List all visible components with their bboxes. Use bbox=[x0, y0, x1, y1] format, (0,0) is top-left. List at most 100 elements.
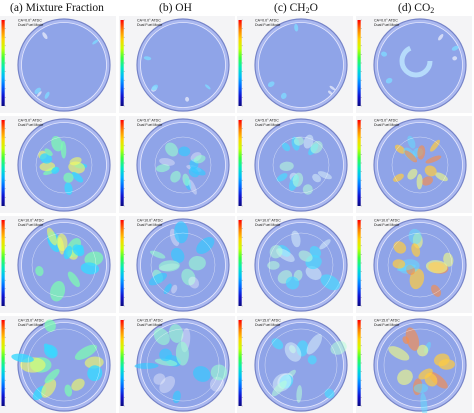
contour-blob bbox=[209, 376, 225, 392]
crank-angle-label: CA=5.0° ATDC bbox=[18, 119, 42, 123]
mode-label: Dual Fuel Mode bbox=[374, 123, 399, 127]
contour-blob bbox=[159, 376, 176, 394]
contour-blob bbox=[420, 392, 428, 413]
panel-oh-row-2: CA=5.0° ATDC Dual Fuel Mode bbox=[119, 116, 235, 213]
contour-blob bbox=[416, 344, 429, 357]
contour-blob bbox=[302, 184, 313, 195]
contour-blob bbox=[279, 161, 294, 172]
colorbar bbox=[120, 320, 124, 406]
panel-mixture-fraction-row-1: CA=0.0° ATDC Dual Fuel Mode bbox=[0, 16, 116, 113]
panel-co2-row-3: CA=10.0° ATDC Dual Fuel Mode bbox=[356, 216, 472, 313]
piston-bowl bbox=[21, 222, 107, 308]
contour-blob bbox=[50, 280, 66, 302]
header-ch2o: (c) CH2O bbox=[274, 2, 318, 15]
contour-field bbox=[148, 221, 216, 298]
colorbar bbox=[1, 320, 5, 406]
contour-field bbox=[35, 135, 93, 195]
contour-field bbox=[383, 327, 457, 413]
contour-blob bbox=[210, 364, 228, 381]
iso-line bbox=[272, 136, 330, 194]
contour-blob bbox=[143, 56, 152, 61]
contour-blob bbox=[51, 135, 63, 152]
contour-blob bbox=[159, 348, 172, 362]
contour-blob bbox=[305, 265, 322, 281]
contour-field bbox=[11, 319, 104, 402]
contour-field bbox=[387, 228, 454, 298]
crank-angle-label: CA=15.0° ATDC bbox=[374, 319, 400, 323]
mode-label: Dual Fuel Mode bbox=[18, 323, 43, 327]
contour-blob bbox=[425, 260, 448, 274]
panel-mixture-fraction-row-4: CA=15.0° ATDC Dual Fuel Mode bbox=[0, 316, 116, 413]
piston-bowl bbox=[21, 22, 107, 108]
contour-field bbox=[34, 32, 99, 99]
contour-blob bbox=[72, 244, 85, 257]
crank-angle-label: CA=0.0° ATDC bbox=[18, 19, 42, 23]
contour-blob bbox=[64, 384, 73, 397]
iso-line bbox=[27, 328, 101, 402]
crank-angle-label: CA=15.0° ATDC bbox=[137, 319, 163, 323]
contour-blob bbox=[269, 245, 283, 259]
crank-angle-label: CA=10.0° ATDC bbox=[255, 219, 281, 223]
contour-blob bbox=[163, 283, 172, 295]
crank-angle-label: CA=5.0° ATDC bbox=[137, 119, 161, 123]
contour-blob bbox=[404, 150, 418, 163]
panel-oh-row-1: CA=0.0° ATDC Dual Fuel Mode bbox=[119, 16, 235, 113]
contour-blob bbox=[413, 383, 429, 394]
contour-blob bbox=[153, 373, 166, 385]
iso-line bbox=[154, 136, 212, 194]
contour-blob bbox=[170, 170, 181, 183]
contour-blob bbox=[388, 346, 410, 361]
contour-blob bbox=[39, 153, 53, 164]
crank-angle-label: CA=15.0° ATDC bbox=[255, 319, 281, 323]
piston-bowl bbox=[377, 122, 463, 208]
contour-blob bbox=[154, 358, 178, 367]
mode-label: Dual Fuel Mode bbox=[255, 23, 280, 27]
contour-blob bbox=[431, 284, 441, 297]
iso-line bbox=[146, 328, 220, 402]
contour-blob bbox=[39, 161, 56, 172]
contour-field bbox=[134, 324, 228, 404]
contour-blob bbox=[188, 276, 200, 289]
contour-grid: CA=0.0° ATDC Dual Fuel Mode CA=0.0° ATDC Du… bbox=[0, 16, 474, 413]
contour-blob bbox=[64, 182, 73, 195]
contour-blob bbox=[319, 239, 331, 250]
contour-blob bbox=[74, 344, 98, 360]
panel-oh-row-4: CA=15.0° ATDC Dual Fuel Mode bbox=[119, 316, 235, 413]
panel-co2-row-1: CA=0.0° ATDC Dual Fuel Mode bbox=[356, 16, 472, 113]
colorbar bbox=[120, 20, 124, 106]
contour-field bbox=[267, 230, 340, 298]
iso-line bbox=[383, 328, 457, 402]
contour-blob bbox=[276, 173, 288, 182]
piston-bowl bbox=[140, 22, 226, 108]
contour-blob bbox=[267, 81, 275, 88]
contour-blob bbox=[280, 92, 287, 99]
colorbar bbox=[238, 220, 242, 306]
contour-blob bbox=[57, 236, 65, 255]
panel-ch2o-row-3: CA=10.0° ATDC Dual Fuel Mode bbox=[237, 216, 353, 313]
iso-line bbox=[31, 232, 97, 298]
contour-blob bbox=[44, 91, 50, 99]
panel-oh-row-3: CA=10.0° ATDC Dual Fuel Mode bbox=[119, 216, 235, 313]
iso-line bbox=[387, 232, 453, 298]
colorbar bbox=[238, 20, 242, 106]
contour-blob bbox=[430, 139, 440, 152]
contour-blob bbox=[309, 246, 322, 258]
iso-line bbox=[391, 136, 449, 194]
piston-bowl bbox=[140, 122, 226, 208]
contour-blob bbox=[267, 260, 280, 270]
contour-blob bbox=[317, 171, 332, 180]
contour-blob bbox=[153, 327, 170, 346]
contour-blob bbox=[284, 342, 302, 362]
crank-angle-label: CA=0.0° ATDC bbox=[255, 19, 279, 23]
header-mixture-fraction: (a) Mixture Fraction bbox=[10, 2, 104, 14]
contour-blob bbox=[171, 247, 185, 263]
panel-ch2o-row-2: CA=5.0° ATDC Dual Fuel Mode bbox=[237, 116, 353, 213]
contour-blob bbox=[408, 228, 422, 245]
contour-blob bbox=[165, 142, 179, 157]
contour-blob bbox=[44, 369, 60, 384]
